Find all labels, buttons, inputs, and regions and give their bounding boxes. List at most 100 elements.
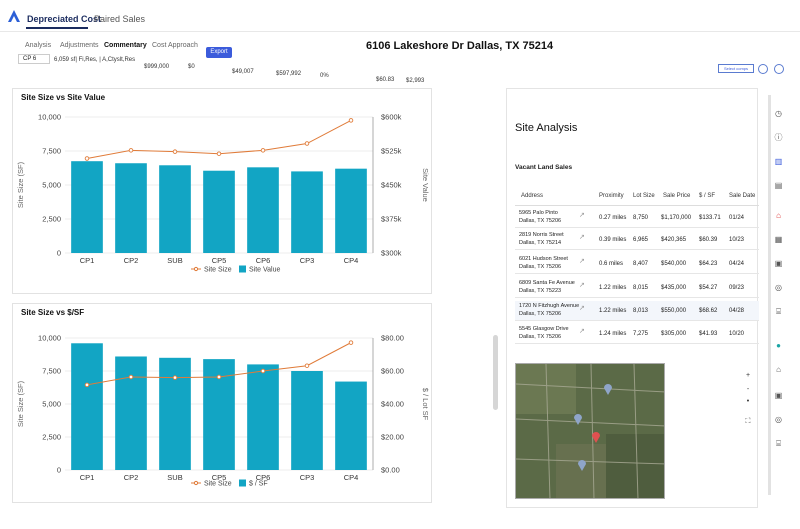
history-icon[interactable]: ◷ bbox=[775, 109, 782, 118]
external-link-icon[interactable]: ↗ bbox=[579, 258, 585, 265]
zoom-in-button[interactable]: + bbox=[745, 372, 751, 379]
row-proximity: 0.6 miles bbox=[599, 261, 624, 267]
row-address: 6021 Hudson Street bbox=[519, 256, 568, 262]
bar-sub bbox=[159, 357, 191, 470]
side-panel-scrollbar[interactable] bbox=[768, 95, 771, 495]
comp-value-6: $2,993 bbox=[406, 78, 425, 84]
map-view[interactable] bbox=[515, 363, 665, 499]
table-row[interactable]: 1720 N Fitzhugh Avenue Dallas, TX 75206 … bbox=[515, 301, 759, 321]
table-row[interactable]: 6809 Santa Fe Avenue Dallas, TX 75223 ↗ … bbox=[515, 278, 759, 298]
photo-icon[interactable]: ▣ bbox=[774, 391, 783, 400]
y-tick-label: 7,500 bbox=[42, 367, 61, 376]
comp-select[interactable]: CP 6 bbox=[18, 54, 50, 64]
subtab-commentary[interactable]: Commentary bbox=[104, 42, 147, 49]
y-axis-title: Site Size (SF) bbox=[16, 161, 25, 208]
legend-label: Site Size bbox=[204, 481, 232, 488]
comp-price: $999,000 bbox=[144, 64, 170, 70]
subtab-adjustments[interactable]: Adjustments bbox=[60, 42, 99, 49]
table-row[interactable]: 5965 Palo Pinto Dallas, TX 75206 ↗ 0.27 … bbox=[515, 208, 759, 228]
table-row[interactable]: 2819 Norris Street Dallas, TX 75214 ↗ 0.… bbox=[515, 230, 759, 250]
y2-tick-label: $375k bbox=[381, 215, 402, 224]
row-sale-price: $540,000 bbox=[661, 261, 687, 267]
chart-panel-site-value: Site Size vs Site Value 0 $300k 2,500 $375k… bbox=[12, 88, 432, 294]
image-icon[interactable]: ▣ bbox=[774, 259, 783, 268]
subtab-cost-approach[interactable]: Cost Approach bbox=[152, 42, 198, 49]
tab-paired-sales[interactable]: Paired Sales bbox=[94, 14, 146, 24]
row-sale-date: 01/24 bbox=[729, 215, 745, 221]
map-marker-icon[interactable]: ● bbox=[776, 341, 781, 350]
x-tick-label: CP5 bbox=[212, 473, 227, 482]
info-icon[interactable]: ⓘ bbox=[774, 133, 783, 142]
settings-icon[interactable] bbox=[774, 64, 784, 74]
col-proximity: Proximity bbox=[599, 193, 624, 199]
x-tick-label: CP4 bbox=[344, 256, 359, 265]
subtab-analysis[interactable]: Analysis bbox=[25, 42, 52, 49]
table-row[interactable]: 6021 Hudson Street Dallas, TX 75206 ↗ 0.… bbox=[515, 254, 759, 274]
row-lot-size: 8,750 bbox=[633, 215, 649, 221]
comp-value-2: $49,007 bbox=[232, 69, 254, 75]
bar-cp4 bbox=[335, 381, 367, 470]
y-axis-title: Site Size (SF) bbox=[16, 380, 25, 427]
chart-title: Site Size vs $/SF bbox=[21, 308, 85, 317]
col-address: Address bbox=[521, 193, 544, 199]
vacant-land-sales-heading: Vacant Land Sales bbox=[515, 164, 573, 171]
y2-tick-label: $40.00 bbox=[381, 400, 404, 409]
x-tick-label: CP2 bbox=[124, 256, 139, 265]
bar-cp3 bbox=[291, 371, 323, 470]
x-tick-label: CP6 bbox=[256, 256, 271, 265]
select-comps-button[interactable]: Select comps bbox=[718, 64, 754, 73]
external-link-icon[interactable]: ↗ bbox=[579, 212, 585, 219]
line-point bbox=[84, 156, 90, 161]
site-analysis-title: Site Analysis bbox=[515, 122, 578, 134]
external-link-icon[interactable]: ↗ bbox=[579, 328, 585, 335]
row-city: Dallas, TX 75206 bbox=[519, 264, 562, 270]
y-tick-label: 2,500 bbox=[42, 433, 61, 442]
row-sale-date: 04/24 bbox=[729, 261, 745, 267]
external-link-icon[interactable]: ↗ bbox=[579, 234, 585, 241]
tab-depreciated-cost[interactable]: Depreciated Cost bbox=[27, 14, 102, 24]
comp-summary-strip: CP 6 6,059 sf| Fi,Res, | A,Ctyslt,Res $9… bbox=[0, 51, 490, 84]
target-icon[interactable] bbox=[758, 64, 768, 74]
external-link-icon[interactable]: ↗ bbox=[579, 282, 585, 289]
zoom-out-button[interactable]: - bbox=[746, 386, 750, 393]
fullscreen-icon[interactable]: ⛶ bbox=[745, 418, 751, 425]
bar-cp2 bbox=[115, 356, 147, 470]
row-sale-date: 04/28 bbox=[729, 308, 745, 314]
pin-icon[interactable]: ◎ bbox=[775, 415, 782, 424]
home-icon[interactable]: ⌂ bbox=[776, 211, 781, 220]
x-tick-label: CP2 bbox=[124, 473, 139, 482]
line-point bbox=[172, 375, 178, 380]
main-scrollbar[interactable] bbox=[493, 335, 498, 410]
y-tick-label: 2,500 bbox=[42, 215, 61, 224]
chart-icon[interactable]: ▥ bbox=[774, 157, 783, 166]
export-button[interactable]: Export bbox=[206, 47, 232, 58]
y2-tick-label: $450k bbox=[381, 181, 402, 190]
row-lot-size: 8,015 bbox=[633, 285, 649, 291]
property-address: 6106 Lakeshore Dr Dallas, TX 75214 bbox=[366, 40, 554, 52]
table-row[interactable]: 5545 Glasgow Drive Dallas, TX 75206 ↗ 1.… bbox=[515, 324, 759, 344]
y2-tick-label: $60.00 bbox=[381, 367, 404, 376]
app-logo-icon bbox=[8, 10, 20, 22]
active-tab-indicator bbox=[26, 27, 88, 29]
y-tick-label: 10,000 bbox=[38, 113, 61, 122]
row-proximity: 0.27 miles bbox=[599, 215, 627, 221]
row-price-per-sf: $60.39 bbox=[699, 237, 718, 243]
document-icon[interactable]: ▤ bbox=[774, 181, 783, 190]
map-center-button[interactable]: • bbox=[746, 398, 750, 405]
y-tick-label: 0 bbox=[57, 249, 61, 258]
columns-icon[interactable]: ⌸ bbox=[776, 439, 781, 448]
row-proximity: 1.22 miles bbox=[599, 285, 627, 291]
comp-value-1: $0 bbox=[188, 64, 195, 70]
y2-tick-label: $20.00 bbox=[381, 433, 404, 442]
bar-sub bbox=[159, 165, 191, 253]
x-tick-label: CP4 bbox=[344, 473, 359, 482]
location-icon[interactable]: ◎ bbox=[775, 283, 782, 292]
line-point bbox=[216, 151, 222, 156]
row-lot-size: 8,407 bbox=[633, 261, 649, 267]
map-house-icon[interactable]: ⌂ bbox=[776, 365, 781, 374]
external-link-icon[interactable]: ↗ bbox=[579, 305, 585, 312]
comp-description: 6,059 sf| Fi,Res, | A,Ctyslt,Res bbox=[54, 57, 136, 63]
line-point bbox=[304, 363, 310, 368]
bank-icon[interactable]: ⌸ bbox=[776, 307, 781, 316]
building-icon[interactable]: ▦ bbox=[774, 235, 783, 244]
